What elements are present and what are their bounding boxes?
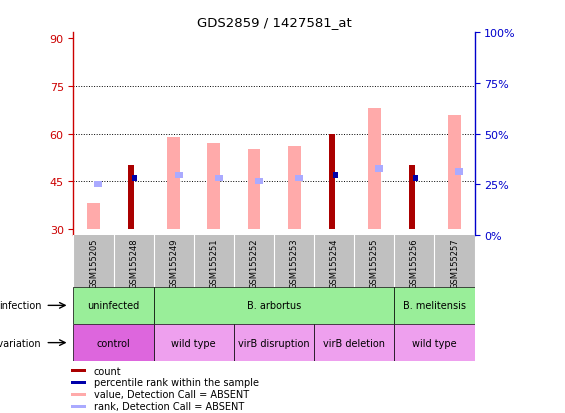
Text: wild type: wild type [412,338,457,348]
Bar [455,169,463,176]
Bar [128,166,134,229]
Bar [154,287,394,324]
Title: GDS2859 / 1427581_at: GDS2859 / 1427581_at [197,16,351,29]
Bar [73,324,154,361]
Bar [288,147,301,229]
Bar [132,176,137,182]
Text: rank, Detection Call = ABSENT: rank, Detection Call = ABSENT [94,401,244,411]
Text: GSM155251: GSM155251 [210,238,218,288]
Text: uninfected: uninfected [88,301,140,311]
Text: GSM155253: GSM155253 [290,238,298,289]
Bar [87,204,100,229]
Bar [255,178,263,185]
Text: GSM155257: GSM155257 [450,238,459,289]
Text: GSM155249: GSM155249 [170,238,178,288]
Text: control: control [97,338,131,348]
Bar [413,176,418,182]
Bar [409,166,415,229]
Text: GSM155256: GSM155256 [410,238,419,289]
Bar [94,182,102,188]
Text: infection: infection [0,301,41,311]
Bar [333,172,337,178]
Bar [295,176,303,182]
Text: genotype/variation: genotype/variation [0,338,41,348]
Bar [329,134,334,229]
Bar [71,393,86,396]
Bar [207,144,220,229]
Bar [175,172,182,178]
Text: virB disruption: virB disruption [238,338,310,348]
Text: count: count [94,366,121,376]
Bar [394,287,475,324]
Text: GSM155255: GSM155255 [370,238,379,288]
Bar [215,176,223,182]
Text: GSM155252: GSM155252 [250,238,258,288]
Bar [73,287,154,324]
Text: GSM155205: GSM155205 [89,238,98,288]
Text: value, Detection Call = ABSENT: value, Detection Call = ABSENT [94,389,249,399]
Bar [71,369,86,372]
Text: B. melitensis: B. melitensis [403,301,466,311]
Text: percentile rank within the sample: percentile rank within the sample [94,377,259,387]
Text: GSM155248: GSM155248 [129,238,138,289]
Bar [234,324,314,361]
Bar [448,115,461,229]
Text: virB deletion: virB deletion [323,338,385,348]
Bar [394,324,475,361]
Bar [368,109,381,229]
Bar [71,405,86,408]
Text: wild type: wild type [172,338,216,348]
Text: B. arbortus: B. arbortus [247,301,301,311]
Bar [247,150,260,229]
Bar [375,166,383,172]
Bar [314,324,394,361]
Text: GSM155254: GSM155254 [330,238,338,288]
Bar [154,324,234,361]
Bar [71,381,86,384]
Bar [167,138,180,229]
